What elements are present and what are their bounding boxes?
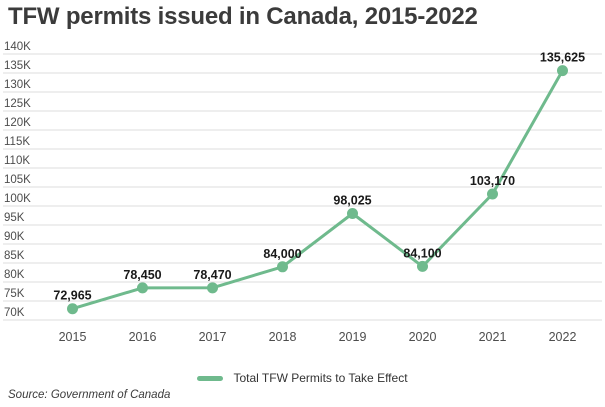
data-label: 135,625 <box>540 51 585 65</box>
x-tick-label: 2018 <box>269 330 297 344</box>
y-tick-label: 120K <box>4 117 31 129</box>
y-tick-label: 115K <box>4 136 30 148</box>
y-tick-label: 85K <box>4 250 25 262</box>
series-line <box>71 69 564 311</box>
x-tick-label: 2020 <box>409 330 437 344</box>
data-label: 78,450 <box>123 268 161 282</box>
y-tick-label: 125K <box>4 98 31 110</box>
y-tick-label: 130K <box>4 79 31 91</box>
data-label: 78,470 <box>193 268 231 282</box>
y-tick-label: 110K <box>4 155 30 167</box>
y-tick-label: 75K <box>4 288 25 300</box>
data-label: 98,025 <box>333 194 371 208</box>
x-tick-label: 2017 <box>199 330 227 344</box>
data-label: 72,965 <box>53 289 91 303</box>
data-label: 84,100 <box>403 246 441 260</box>
data-point <box>347 208 358 220</box>
data-label: 84,000 <box>263 247 301 261</box>
x-tick-label: 2022 <box>549 330 577 344</box>
data-label: 103,170 <box>470 174 515 188</box>
data-points <box>67 65 568 315</box>
data-point <box>207 282 218 294</box>
y-tick-label: 70K <box>4 307 25 319</box>
data-point <box>417 260 428 272</box>
x-tick-label: 2016 <box>129 330 157 344</box>
data-point <box>67 303 78 315</box>
y-tick-label: 105K <box>4 174 31 186</box>
legend: Total TFW Permits to Take Effect <box>0 371 605 385</box>
y-axis-labels: 70K 75K 80K 85K 90K 95K 100K 105K 110K 115K 120K 12… <box>4 41 31 319</box>
x-tick-label: 2015 <box>59 330 87 344</box>
data-point <box>487 188 498 200</box>
data-labels: 72,965 78,450 78,470 84,000 98,025 84,100 103,… <box>53 51 585 303</box>
gridlines <box>3 53 602 321</box>
y-tick-label: 140K <box>4 41 31 53</box>
source-note: Source: Government of Canada <box>8 389 171 401</box>
y-tick-label: 90K <box>4 231 25 243</box>
x-axis-labels: 2015 2016 2017 2018 2019 2020 2021 2022 <box>59 330 577 344</box>
y-tick-label: 135K <box>4 60 31 72</box>
chart-title: TFW permits issued in Canada, 2015-2022 <box>8 3 478 30</box>
x-tick-label: 2021 <box>479 330 507 344</box>
x-tick-label: 2019 <box>339 330 367 344</box>
data-point <box>277 261 288 273</box>
data-point <box>557 65 568 77</box>
y-tick-label: 80K <box>4 269 25 281</box>
y-tick-label: 100K <box>4 193 31 205</box>
data-point <box>137 282 148 294</box>
legend-line-swatch <box>197 375 224 381</box>
y-tick-label: 95K <box>4 212 25 224</box>
legend-label: Total TFW Permits to Take Effect <box>233 371 408 385</box>
